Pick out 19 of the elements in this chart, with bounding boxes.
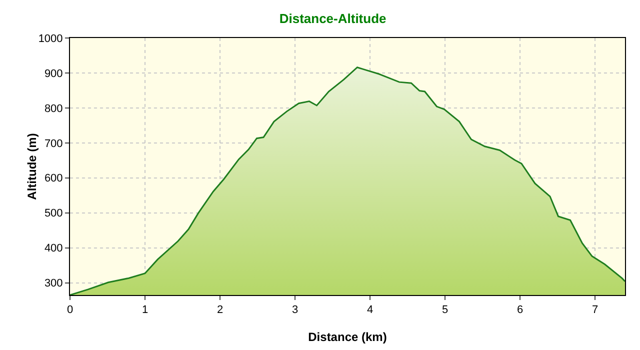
x-tick-label: 3 [292, 304, 298, 316]
y-tick-label: 900 [44, 68, 63, 80]
y-tick-label: 700 [44, 138, 63, 150]
x-tick-label: 2 [216, 304, 224, 316]
y-tick-label: 1000 [38, 32, 63, 45]
x-tick-label: 0 [66, 304, 74, 316]
x-axis-title: Distance (km) [308, 330, 387, 344]
x-tick-label: 7 [592, 304, 598, 316]
y-tick-label: 800 [44, 102, 63, 115]
x-tick-label: 4 [366, 304, 374, 316]
x-tick-label: 5 [442, 304, 448, 316]
y-tick-label: 300 [44, 278, 63, 290]
y-axis-title: Altitude (m) [25, 133, 39, 200]
y-tick-label: 600 [44, 172, 63, 185]
y-tick-label: 500 [44, 208, 63, 220]
y-tick-label: 400 [44, 242, 63, 255]
x-tick-label: 1 [142, 304, 148, 316]
x-tick-label: 6 [516, 304, 524, 316]
chart-title: Distance-Altitude [279, 11, 386, 26]
